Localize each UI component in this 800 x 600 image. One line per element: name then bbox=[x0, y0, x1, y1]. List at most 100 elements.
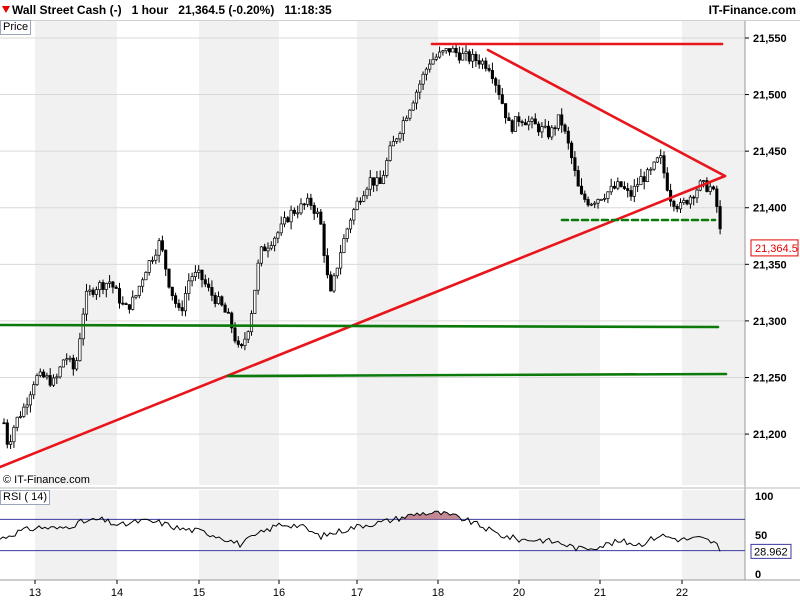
candle-body bbox=[220, 296, 224, 306]
candle-body bbox=[25, 404, 29, 408]
candle-body bbox=[141, 279, 145, 287]
candle-body bbox=[603, 198, 607, 200]
candle bbox=[504, 103, 508, 124]
candle bbox=[546, 120, 551, 140]
candle bbox=[88, 284, 92, 296]
candle-body bbox=[200, 269, 204, 281]
candle bbox=[649, 166, 653, 175]
candle-body bbox=[537, 123, 541, 133]
candle-body bbox=[282, 217, 287, 225]
candle-body bbox=[259, 246, 263, 264]
candle bbox=[38, 368, 42, 378]
candle bbox=[75, 357, 79, 372]
candle-body bbox=[174, 295, 178, 304]
candle-body bbox=[507, 117, 511, 121]
candle-body bbox=[434, 56, 438, 60]
candle bbox=[230, 311, 234, 334]
candle bbox=[471, 48, 475, 69]
candle bbox=[58, 365, 62, 379]
day-band bbox=[199, 21, 279, 485]
candle-body bbox=[230, 312, 234, 329]
candle bbox=[286, 216, 290, 223]
candle-body bbox=[134, 295, 138, 298]
candle-body bbox=[576, 170, 580, 187]
candle-body bbox=[659, 155, 663, 159]
candle bbox=[325, 248, 329, 279]
candle bbox=[480, 58, 485, 70]
y-tick-label: 21,550 bbox=[753, 33, 787, 45]
candle bbox=[117, 282, 122, 309]
candle-body bbox=[543, 125, 547, 128]
candle-body bbox=[609, 185, 613, 193]
candle bbox=[114, 285, 118, 289]
candle-body bbox=[65, 358, 69, 361]
candle-body bbox=[457, 52, 461, 61]
rsi-panel-label: RSI ( 14) bbox=[0, 490, 51, 505]
candle-body bbox=[517, 116, 521, 122]
candle-body bbox=[183, 293, 188, 312]
candle-body bbox=[319, 211, 323, 225]
candle bbox=[464, 45, 468, 61]
candle bbox=[665, 167, 669, 192]
candle bbox=[174, 292, 178, 308]
candle bbox=[276, 231, 280, 244]
candles bbox=[2, 44, 722, 449]
candle-body bbox=[401, 120, 405, 134]
candle bbox=[253, 289, 257, 315]
candle-body bbox=[655, 157, 659, 163]
candle bbox=[101, 279, 105, 295]
y-tick-label: 21,350 bbox=[753, 259, 787, 271]
candle bbox=[28, 391, 32, 413]
candle bbox=[467, 49, 471, 65]
candle-body bbox=[629, 190, 633, 197]
candle bbox=[45, 372, 49, 380]
candle-body bbox=[180, 307, 184, 312]
candle-body bbox=[170, 286, 174, 297]
candle-body bbox=[18, 416, 23, 418]
candle-body bbox=[9, 441, 13, 445]
candle-body bbox=[88, 289, 92, 292]
candle bbox=[25, 397, 29, 415]
candle-body bbox=[253, 289, 257, 314]
candle-body bbox=[94, 289, 98, 295]
rsi-last-box bbox=[750, 543, 792, 559]
down-arrow-icon bbox=[2, 6, 10, 13]
day-band-rsi bbox=[35, 490, 117, 580]
candle bbox=[42, 369, 46, 379]
candle bbox=[553, 125, 557, 136]
candle-body bbox=[91, 289, 95, 295]
candle bbox=[550, 125, 554, 141]
rsi-last-label: 28.962 bbox=[754, 546, 788, 558]
candle bbox=[669, 183, 673, 207]
candle-body bbox=[500, 94, 504, 104]
rsi-line bbox=[0, 510, 721, 552]
candle bbox=[428, 59, 432, 73]
candle bbox=[603, 193, 607, 202]
candle-body bbox=[164, 249, 168, 270]
candle bbox=[91, 287, 95, 298]
candle-body bbox=[154, 254, 158, 261]
candle-body bbox=[147, 260, 151, 273]
candle bbox=[22, 403, 26, 418]
candle bbox=[632, 179, 636, 203]
candle bbox=[322, 221, 326, 263]
candle-body bbox=[688, 196, 692, 205]
candle bbox=[715, 185, 719, 213]
candle-body bbox=[596, 199, 600, 204]
candle-body bbox=[616, 181, 620, 189]
candle bbox=[411, 100, 415, 111]
candle-body bbox=[108, 281, 112, 284]
candle bbox=[619, 181, 623, 188]
candle-body bbox=[32, 384, 36, 396]
candle-body bbox=[715, 188, 719, 207]
candle bbox=[494, 76, 498, 93]
candle-body bbox=[35, 375, 39, 386]
candle-body bbox=[84, 290, 89, 315]
candle bbox=[84, 283, 89, 321]
candle bbox=[137, 285, 141, 299]
candle bbox=[51, 374, 56, 388]
candle bbox=[319, 209, 323, 225]
candle-body bbox=[345, 228, 349, 239]
candle-body bbox=[42, 371, 46, 378]
